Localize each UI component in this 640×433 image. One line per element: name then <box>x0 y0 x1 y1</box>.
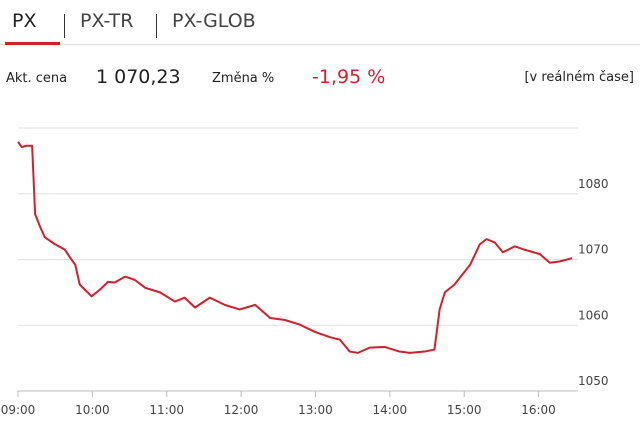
tab[interactable]: PX-TR <box>80 10 134 32</box>
x-tick-label: 10:00 <box>75 403 110 417</box>
divider <box>0 44 640 45</box>
x-tick-label: 15:00 <box>447 403 482 417</box>
x-tick-label: 13:00 <box>298 403 333 417</box>
y-tick-label: 1080 <box>578 177 609 191</box>
tab[interactable]: PX-GLOB <box>172 10 256 32</box>
separator <box>64 14 65 38</box>
tabs: PX PX-TR PX-GLOB <box>0 8 640 44</box>
tab[interactable]: PX <box>12 10 37 32</box>
x-tick-label: 14:00 <box>373 403 408 417</box>
x-tick-label: 16:00 <box>521 403 556 417</box>
x-tick-label: 09:00 <box>1 403 36 417</box>
price-label: Akt. cena <box>6 71 68 86</box>
x-tick-label: 11:00 <box>149 403 184 417</box>
change-label: Změna % <box>212 71 275 86</box>
x-tick-label: 12:00 <box>224 403 259 417</box>
price-line <box>17 141 573 354</box>
separator <box>156 14 157 38</box>
active-underline <box>5 42 60 45</box>
y-tick-label: 1070 <box>578 243 609 257</box>
y-tick-label: 1050 <box>578 374 609 388</box>
price: 1 070,23 <box>96 66 181 88</box>
change: -1,95 % <box>312 66 386 88</box>
y-tick-label: 1060 <box>578 308 609 322</box>
realtime: [v reálném čase] <box>524 70 634 85</box>
